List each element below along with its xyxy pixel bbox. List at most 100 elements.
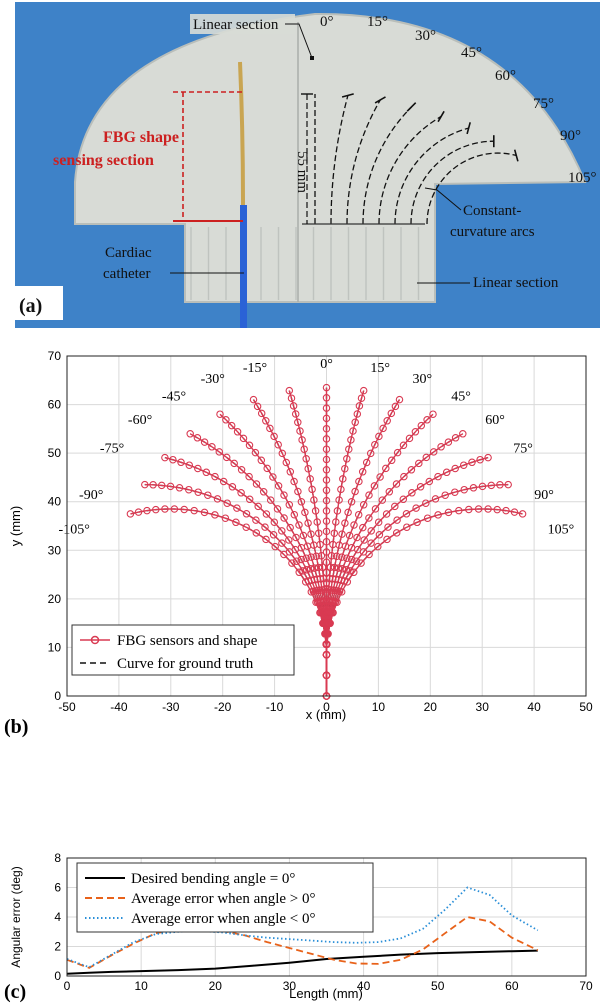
c-legend-box	[76, 862, 374, 933]
b-sensor-point	[402, 510, 411, 518]
panel-a-label-bg	[15, 286, 63, 320]
b-x-tick-label: -40	[110, 700, 128, 714]
b-sensor-point	[451, 464, 459, 473]
b-sensor-point	[126, 510, 135, 518]
b-sensor-point	[353, 410, 362, 418]
b-angle-label: -105°	[59, 523, 90, 538]
b-angle-label: -60°	[128, 413, 152, 428]
b-sensor-point	[270, 432, 278, 441]
b-sensor-point	[354, 510, 363, 519]
constant-curvature-arc	[394, 127, 469, 225]
b-sensor-point	[274, 440, 282, 449]
b-sensor-point	[423, 416, 431, 424]
b-sensor-point	[287, 394, 296, 402]
b-sensor-point	[395, 395, 404, 404]
b-sensor-point	[306, 475, 314, 483]
c-x-tick-label: 20	[209, 979, 223, 993]
b-sensor-point	[400, 472, 408, 481]
b-sensor-point	[351, 418, 359, 427]
b-sensor-point	[270, 518, 279, 526]
b-sensor-point	[242, 523, 250, 531]
b-sensor-point	[295, 568, 303, 577]
b-sensor-point	[353, 533, 361, 542]
c-y-tick-label: 6	[54, 881, 61, 895]
b-x-tick-label: -20	[214, 700, 232, 714]
b-sensor-point	[407, 466, 416, 474]
b-sensor-point	[405, 434, 414, 443]
b-sensor-point	[374, 542, 382, 551]
b-sensor-point	[211, 472, 219, 481]
b-sensor-point	[322, 548, 331, 556]
b-sensor-point	[152, 505, 160, 514]
b-sensor-point	[359, 523, 367, 532]
b-sensor-point	[403, 523, 411, 531]
b-sensor-point	[444, 508, 453, 517]
c-legend-label: Average error when angle > 0°	[131, 891, 316, 907]
angle-label: 90°	[560, 128, 581, 144]
b-sensor-point	[365, 491, 373, 499]
b-sensor-point	[273, 505, 282, 513]
b-sensor-point	[322, 394, 331, 402]
b-angle-labels: -105° -90° -75° -60° -45° -30° -15° 0° 15° 30° 45°…	[59, 357, 575, 537]
b-sensor-point	[299, 531, 308, 540]
b-sensor-point	[204, 491, 212, 499]
b-sensor-point	[518, 510, 527, 518]
constant-curvature-arc	[410, 140, 494, 225]
b-sensor-point	[337, 588, 346, 596]
b-sensor-point	[442, 468, 451, 477]
b-sensor-point	[337, 485, 345, 494]
b-sensor-point	[455, 506, 463, 515]
b-sensor-point	[297, 555, 306, 564]
b-sensor-point	[341, 519, 349, 527]
c-plot-frame	[66, 857, 587, 977]
b-sensor-point	[375, 531, 384, 539]
b-sensor-point	[338, 565, 347, 573]
b-sensor-point	[349, 427, 357, 435]
b-sensor-point	[294, 418, 302, 427]
b-sensor-point	[300, 445, 308, 453]
b-sensor-point	[306, 565, 315, 573]
b-sensor-point	[322, 476, 331, 484]
b-sensor-point	[290, 510, 299, 519]
b-sensor-point	[269, 531, 278, 539]
linear-section-top-label-bg	[190, 14, 295, 34]
b-sensor-point	[266, 496, 275, 504]
b-x-tick-label: -30	[162, 700, 180, 714]
b-sensor-point	[358, 468, 367, 476]
b-sensor-point	[374, 518, 383, 526]
b-sensor-point	[170, 505, 179, 513]
b-sensor-point	[308, 485, 316, 494]
b-legend: FBG sensors and shape Curve for ground t…	[71, 624, 295, 676]
b-sensor-point	[233, 504, 241, 512]
constant-curvature-arc	[426, 152, 517, 225]
b-sensor-point	[141, 480, 149, 489]
b-sensor-point	[387, 456, 396, 465]
b-angle-label: 15°	[370, 361, 390, 376]
b-sensor-point	[297, 498, 306, 506]
b-sensor-point	[345, 531, 354, 540]
chart-b: -105° -90° -75° -60° -45° -30° -15° 0° 15° 30° 45°…	[0, 349, 593, 740]
b-sensor-point	[411, 428, 420, 436]
b-sensor-point	[413, 518, 421, 527]
b-sensor-point	[357, 394, 366, 402]
b-sensor-curve	[325, 508, 523, 696]
b-sensor-point	[194, 464, 202, 473]
cardiac-catheter-shape-section	[238, 61, 245, 224]
angle-label: 15°	[367, 14, 388, 30]
c-x-tick-label: 60	[505, 979, 519, 993]
b-sensor-point	[322, 445, 331, 453]
b-sensor-point	[383, 535, 391, 544]
linear-section-top-label: Linear section	[193, 17, 279, 33]
b-sensor-point	[484, 453, 492, 462]
b-sensor-point	[219, 477, 228, 486]
b-sensor-point	[391, 402, 400, 411]
b-sensor-point	[322, 466, 331, 474]
b-sensor-point	[278, 449, 287, 458]
b-sensor-point	[302, 455, 310, 463]
b-sensor-point	[194, 488, 202, 496]
b-legend-box	[71, 624, 295, 676]
c-x-tick-label: 50	[431, 979, 445, 993]
b-sensor-point	[392, 529, 401, 537]
b-sensor-point	[366, 449, 375, 458]
b-sensor-point	[322, 435, 331, 443]
